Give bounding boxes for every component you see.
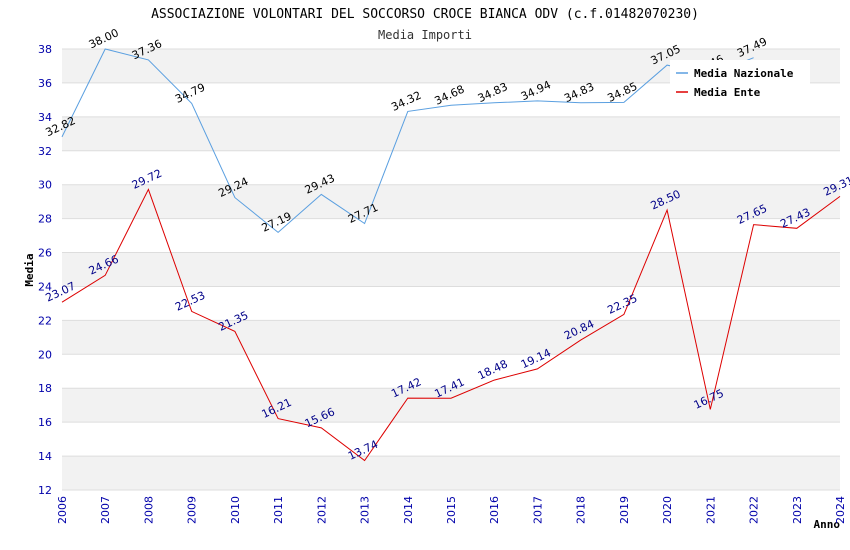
legend-label: Media Ente — [694, 86, 761, 99]
y-tick-label: 14 — [38, 450, 52, 463]
data-label: 18.48 — [476, 357, 510, 382]
x-tick-label: 2006 — [56, 496, 69, 524]
data-label: 34.83 — [562, 80, 596, 105]
y-axis-label: Media — [23, 253, 36, 286]
y-tick-label: 26 — [38, 247, 52, 260]
y-tick-label: 20 — [38, 348, 52, 361]
legend-label: Media Nazionale — [694, 67, 794, 80]
legend-box — [670, 60, 810, 102]
data-label: 34.83 — [476, 80, 510, 105]
data-label: 38.00 — [87, 26, 121, 51]
y-tick-label: 24 — [38, 280, 52, 293]
x-tick-label: 2022 — [748, 496, 761, 524]
grid-band — [62, 116, 840, 151]
x-tick-label: 2012 — [315, 496, 328, 524]
y-tick-label: 38 — [38, 43, 52, 56]
data-label: 34.68 — [432, 83, 466, 108]
y-tick-label: 12 — [38, 484, 52, 497]
y-tick-label: 36 — [38, 77, 52, 90]
x-tick-label: 2009 — [186, 496, 199, 524]
series-line-media-nazionale — [61, 48, 754, 234]
x-axis-ticks: 2006 2007 2008 2009 2010 2011 2012 2013 2014 2015… — [56, 496, 847, 524]
x-tick-label: 2024 — [834, 496, 847, 524]
x-tick-label: 2021 — [704, 496, 717, 524]
x-tick-label: 2010 — [229, 496, 242, 524]
y-tick-label: 28 — [38, 213, 52, 226]
x-tick-label: 2013 — [359, 496, 372, 524]
grid-band — [62, 388, 840, 423]
grid-band — [62, 320, 840, 355]
x-tick-label: 2011 — [272, 496, 285, 524]
data-label: 22.53 — [173, 289, 207, 314]
x-axis-label: Anno — [814, 518, 841, 531]
series-lines — [61, 48, 841, 462]
grid-band — [62, 456, 840, 490]
y-tick-label: 32 — [38, 145, 52, 158]
x-tick-label: 2016 — [488, 496, 501, 524]
x-tick-label: 2018 — [575, 496, 588, 524]
x-tick-label: 2007 — [99, 496, 112, 524]
x-tick-label: 2023 — [791, 496, 804, 524]
chart-subtitle: Media Importi — [378, 28, 472, 42]
y-tick-label: 30 — [38, 179, 52, 192]
y-tick-label: 18 — [38, 382, 52, 395]
x-tick-label: 2008 — [142, 496, 155, 524]
x-tick-label: 2019 — [618, 496, 631, 524]
y-tick-label: 34 — [38, 111, 52, 124]
x-tick-label: 2015 — [445, 496, 458, 524]
x-tick-label: 2014 — [402, 496, 415, 524]
grid-bands — [62, 49, 840, 490]
grid-band — [62, 184, 840, 219]
x-tick-label: 2020 — [661, 496, 674, 524]
legend: Media Nazionale Media Ente — [670, 60, 810, 102]
data-label: 34.85 — [605, 80, 639, 105]
data-label: 22.35 — [605, 292, 639, 317]
y-tick-label: 16 — [38, 416, 52, 429]
y-axis-ticks: 12 14 16 18 20 22 24 26 28 30 32 34 36 38 — [38, 43, 52, 497]
x-tick-label: 2017 — [531, 496, 544, 524]
grid-lines — [62, 48, 840, 491]
grid-band — [62, 252, 840, 287]
y-tick-label: 22 — [38, 314, 52, 327]
series-line-media-ente — [61, 188, 841, 462]
chart-title: ASSOCIAZIONE VOLONTARI DEL SOCCORSO CROC… — [151, 7, 699, 22]
